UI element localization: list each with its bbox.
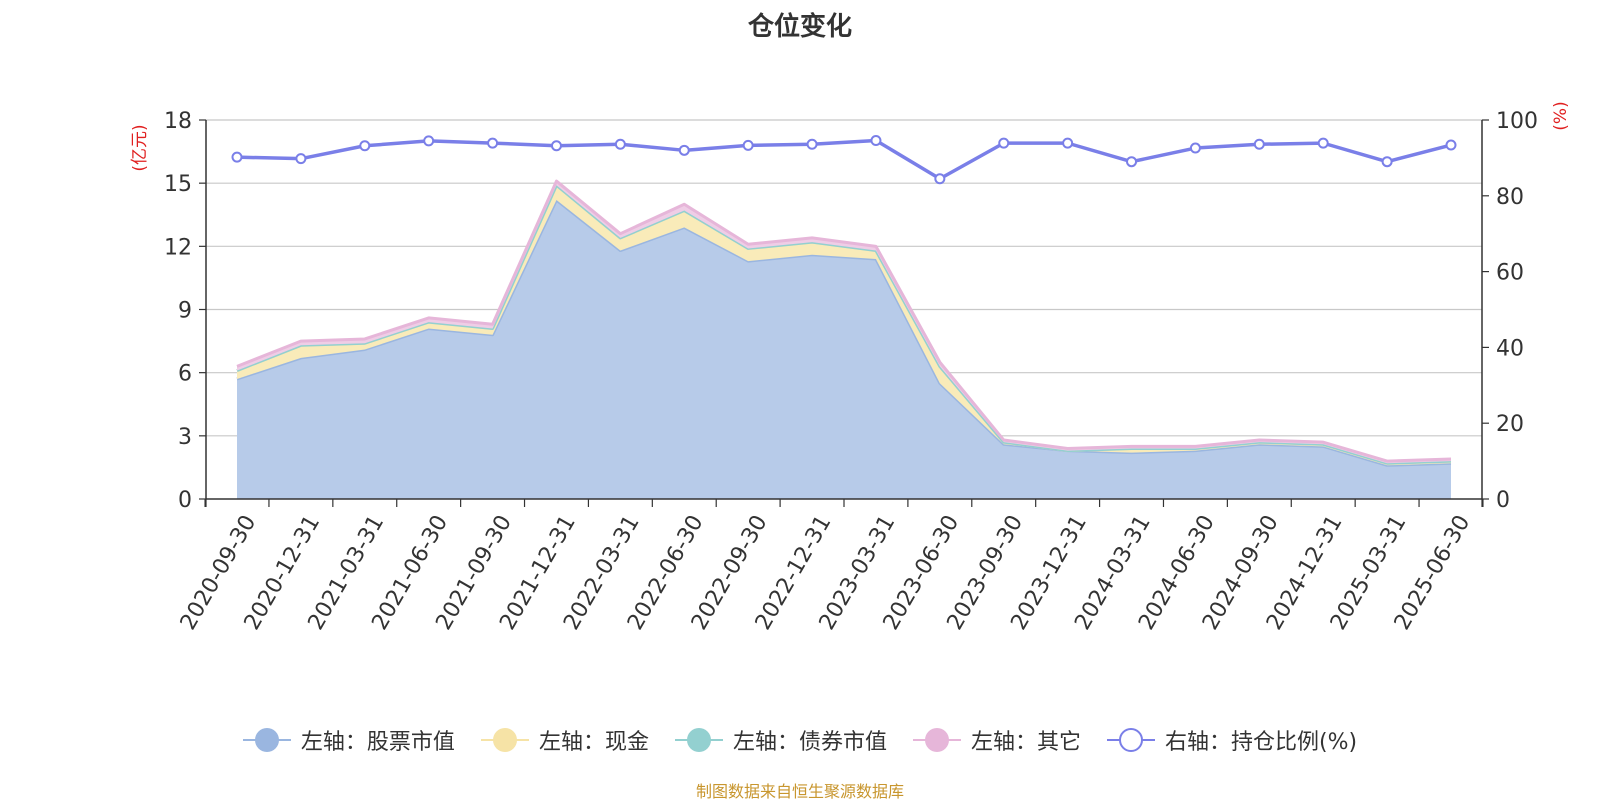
- right-tick-label: 40: [1496, 336, 1524, 361]
- legend-item[interactable]: 左轴：其它: [912, 724, 1081, 756]
- legend-label: 左轴：现金: [538, 730, 649, 755]
- holding-ratio-point: [998, 137, 1010, 149]
- holding-ratio-point: [550, 140, 562, 152]
- holding-ratio-point: [806, 138, 818, 150]
- right-tick-label: 0: [1496, 488, 1510, 513]
- holding-ratio-point: [1189, 142, 1201, 154]
- holding-ratio-point: [295, 153, 307, 165]
- left-tick-label: 15: [164, 172, 192, 197]
- holding-ratio-point: [1126, 156, 1138, 168]
- legend-swatch-icon: [1106, 727, 1155, 753]
- holding-ratio-point: [231, 151, 243, 163]
- area-左轴：股票市值: [237, 200, 1451, 499]
- right-axis-label: (%): [1551, 101, 1571, 130]
- legend-swatch-icon: [912, 727, 961, 753]
- holding-ratio-point: [359, 140, 371, 152]
- source-note: 制图数据来自恒生聚源数据库: [695, 782, 904, 801]
- holding-ratio-point: [1381, 156, 1393, 168]
- left-tick-label: 3: [178, 425, 192, 450]
- left-tick-label: 6: [178, 362, 192, 387]
- right-tick-label: 60: [1496, 261, 1524, 286]
- holding-ratio-point: [614, 138, 626, 150]
- holding-ratio-point: [742, 139, 754, 151]
- holding-ratio-point: [487, 137, 499, 149]
- left-tick-label: 0: [178, 488, 192, 513]
- left-tick-label: 9: [178, 299, 192, 324]
- holding-ratio-point: [423, 135, 435, 147]
- left-tick-label: 12: [164, 235, 192, 260]
- line-左轴：其它: [236, 179, 1452, 463]
- holding-ratio-point: [934, 173, 946, 185]
- legend-label: 右轴：持仓比例(%): [1164, 730, 1358, 755]
- legend-item[interactable]: 左轴：债券市值: [674, 724, 887, 756]
- holding-ratio-point: [1317, 137, 1329, 149]
- left-axis-label: (亿元): [130, 124, 150, 171]
- area-layer: [236, 179, 1452, 499]
- line-holding-ratio: [236, 138, 1452, 181]
- legend-label: 左轴：股票市值: [300, 730, 455, 755]
- holding-ratio-point: [1253, 138, 1265, 150]
- legend-item[interactable]: 左轴：现金: [480, 724, 649, 756]
- right-tick-label: 80: [1496, 185, 1524, 210]
- holding-ratio-point: [870, 134, 882, 146]
- line-layer: [231, 134, 1457, 185]
- left-tick-label: 18: [164, 109, 192, 134]
- legend-label: 左轴：其它: [970, 730, 1081, 755]
- legend-item[interactable]: 右轴：持仓比例(%): [1106, 724, 1358, 756]
- legend: 左轴：股票市值 左轴：现金 左轴：债券市值 左轴：其它 右轴：持仓比例(%): [0, 724, 1600, 756]
- holding-ratio-point: [1445, 139, 1457, 151]
- legend-swatch-icon: [674, 727, 723, 753]
- holding-ratio-point: [678, 144, 690, 156]
- right-tick-label: 100: [1496, 109, 1538, 134]
- holding-ratio-point: [1062, 137, 1074, 149]
- legend-swatch-icon: [242, 727, 291, 753]
- legend-swatch-icon: [480, 727, 529, 753]
- right-tick-label: 20: [1496, 412, 1524, 437]
- legend-label: 左轴：债券市值: [732, 730, 887, 755]
- chart-title: 仓位变化: [747, 12, 852, 42]
- legend-item[interactable]: 左轴：股票市值: [242, 724, 455, 756]
- line-左轴：股票市值: [236, 198, 1452, 467]
